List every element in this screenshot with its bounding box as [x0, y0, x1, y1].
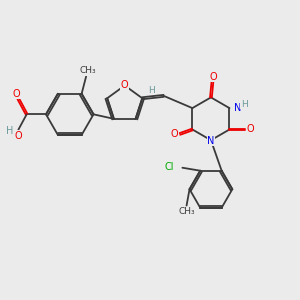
Text: O: O [14, 131, 22, 141]
Text: O: O [13, 88, 20, 98]
Text: N: N [234, 103, 241, 113]
Text: H: H [148, 86, 155, 95]
Text: CH₃: CH₃ [79, 66, 96, 75]
Text: Cl: Cl [165, 162, 174, 172]
Text: O: O [121, 80, 128, 90]
Text: N: N [207, 136, 214, 146]
Text: O: O [209, 72, 217, 82]
Text: H: H [241, 100, 247, 109]
Text: CH₃: CH₃ [178, 207, 195, 216]
Text: O: O [247, 124, 254, 134]
Text: H: H [6, 126, 13, 136]
Text: O: O [171, 129, 178, 139]
